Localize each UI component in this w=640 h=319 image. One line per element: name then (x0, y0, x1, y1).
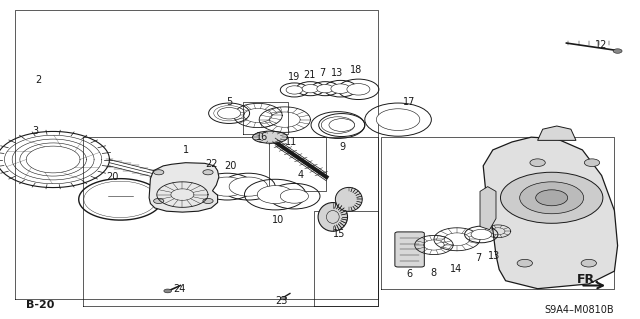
Text: B-20: B-20 (26, 300, 54, 310)
Circle shape (500, 172, 603, 223)
Circle shape (331, 84, 350, 93)
Circle shape (317, 85, 333, 93)
Circle shape (280, 189, 308, 203)
Circle shape (520, 182, 584, 214)
Polygon shape (483, 137, 618, 289)
Text: 13: 13 (330, 68, 343, 78)
Circle shape (229, 177, 268, 196)
Text: 21: 21 (303, 70, 316, 80)
Circle shape (302, 85, 319, 93)
Circle shape (154, 198, 164, 204)
Polygon shape (149, 163, 219, 212)
Circle shape (203, 198, 213, 204)
Text: 19: 19 (288, 71, 301, 82)
Circle shape (321, 117, 355, 133)
Text: 14: 14 (449, 263, 462, 274)
Polygon shape (480, 187, 496, 230)
Circle shape (208, 177, 246, 196)
Text: 7: 7 (319, 68, 326, 78)
Circle shape (471, 229, 492, 240)
Ellipse shape (252, 131, 288, 143)
FancyBboxPatch shape (395, 232, 424, 267)
Circle shape (517, 259, 532, 267)
Circle shape (218, 108, 241, 119)
Circle shape (203, 170, 213, 175)
Circle shape (584, 159, 600, 167)
Text: 1: 1 (182, 145, 189, 155)
Circle shape (530, 159, 545, 167)
Text: 17: 17 (403, 97, 416, 107)
Text: 11: 11 (285, 137, 298, 147)
Text: S9A4–M0810B: S9A4–M0810B (545, 305, 614, 315)
Text: 22: 22 (205, 159, 218, 169)
Ellipse shape (335, 188, 362, 211)
Text: 20: 20 (106, 172, 118, 182)
Text: FR.: FR. (577, 273, 600, 286)
Circle shape (536, 190, 568, 206)
Text: 5: 5 (226, 97, 232, 107)
Text: 2: 2 (35, 75, 42, 85)
Circle shape (286, 86, 303, 94)
Text: 15: 15 (333, 229, 346, 240)
Text: 20: 20 (224, 161, 237, 171)
Circle shape (347, 84, 370, 95)
Text: 9: 9 (339, 142, 346, 152)
Circle shape (280, 297, 287, 300)
Text: 23: 23 (275, 296, 288, 307)
Text: 3: 3 (32, 126, 38, 136)
Ellipse shape (318, 203, 348, 231)
Text: 8: 8 (431, 268, 437, 278)
Text: 24: 24 (173, 284, 186, 294)
Text: 12: 12 (595, 40, 608, 50)
Text: 13: 13 (488, 251, 500, 261)
Text: 7: 7 (476, 253, 482, 263)
Circle shape (257, 186, 293, 204)
Circle shape (329, 119, 355, 131)
Polygon shape (538, 126, 576, 140)
Text: 18: 18 (349, 65, 362, 75)
Text: 10: 10 (272, 215, 285, 225)
Text: 4: 4 (298, 170, 304, 181)
Circle shape (581, 259, 596, 267)
Circle shape (376, 109, 420, 130)
Circle shape (154, 170, 164, 175)
Text: 6: 6 (406, 269, 413, 279)
Circle shape (613, 49, 622, 53)
Text: 16: 16 (256, 132, 269, 142)
Circle shape (164, 289, 172, 293)
